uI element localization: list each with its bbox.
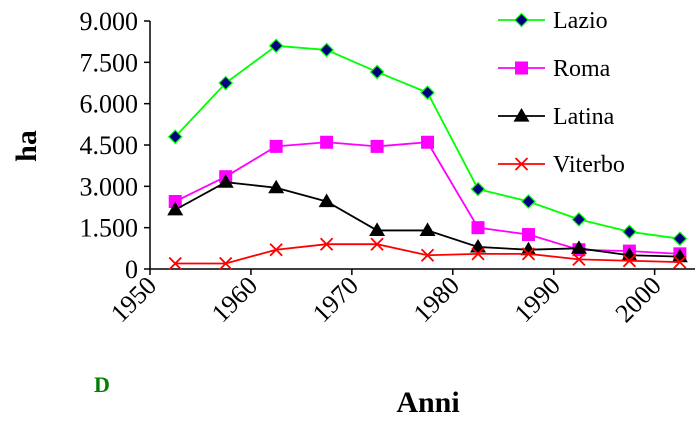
x-marker-stroke xyxy=(471,247,485,261)
data-point-lazio xyxy=(571,212,587,227)
legend-label-lazio: Lazio xyxy=(553,8,608,34)
data-point-lazio xyxy=(420,85,435,100)
data-point-viterbo xyxy=(370,237,384,251)
data-point-viterbo xyxy=(168,256,182,271)
legend-label-latina: Latina xyxy=(553,104,615,130)
legend-marker-latina xyxy=(513,108,530,122)
legend-item-lazio: Lazio xyxy=(498,8,608,34)
data-point-lazio xyxy=(369,64,385,80)
series-line-viterbo xyxy=(175,243,680,265)
x-marker-stroke xyxy=(521,247,536,261)
panel-label: D xyxy=(94,372,110,397)
legend-item-roma: Roma xyxy=(498,56,611,82)
series-layer xyxy=(167,38,688,271)
y-tick-label: 1.500 xyxy=(80,214,139,243)
x-marker-stroke xyxy=(219,256,233,271)
x-marker-stroke xyxy=(420,248,435,262)
data-point-latina xyxy=(318,193,335,208)
y-axis-ticks: 0 1.500 3.000 4.500 6.000 7.500 9.000 xyxy=(80,7,150,284)
data-point-roma xyxy=(421,135,435,149)
x-tick-label: 1950 xyxy=(105,271,162,328)
legend-marker-roma xyxy=(515,61,528,75)
data-point-lazio xyxy=(622,224,637,240)
series-lazio xyxy=(167,38,688,247)
x-tick-label: 1970 xyxy=(307,271,364,328)
series-viterbo xyxy=(168,237,687,271)
x-marker-stroke xyxy=(673,255,687,269)
data-point-roma xyxy=(168,194,182,208)
data-point-roma xyxy=(521,228,535,242)
data-point-viterbo xyxy=(572,252,586,266)
x-tick-label: 1980 xyxy=(408,271,465,328)
legend-marker-lazio xyxy=(514,12,529,28)
data-point-lazio xyxy=(521,194,536,209)
data-point-viterbo xyxy=(269,243,283,257)
y-tick-label: 7.500 xyxy=(80,48,139,77)
data-point-latina xyxy=(217,174,234,188)
legend-item-viterbo: Viterbo xyxy=(498,152,625,178)
data-point-viterbo xyxy=(420,248,435,262)
data-point-viterbo xyxy=(622,254,637,268)
y-tick-label: 4.500 xyxy=(80,131,139,160)
data-point-roma xyxy=(269,139,283,153)
data-point-latina xyxy=(419,222,436,237)
y-axis-title: ha xyxy=(10,130,43,162)
x-marker-stroke xyxy=(572,252,586,266)
x-marker-stroke xyxy=(168,256,182,271)
data-point-latina xyxy=(167,201,184,216)
legend-label-viterbo: Viterbo xyxy=(553,152,625,178)
x-marker-stroke xyxy=(370,237,384,251)
data-point-lazio xyxy=(268,38,284,54)
y-tick-label: 0 xyxy=(125,255,138,284)
data-point-lazio xyxy=(319,42,334,58)
data-point-viterbo xyxy=(521,247,536,261)
series-latina xyxy=(167,174,688,263)
legend-item-latina: Latina xyxy=(498,104,615,130)
data-point-latina xyxy=(268,179,285,194)
data-point-roma xyxy=(320,135,334,149)
data-point-viterbo xyxy=(219,256,233,271)
x-marker-stroke xyxy=(269,243,283,257)
data-point-roma xyxy=(370,139,384,153)
x-axis-title: Anni xyxy=(396,386,459,419)
x-marker-stroke xyxy=(319,237,334,251)
x-axis-ticks: 1950 1960 1970 1980 1990 2000 xyxy=(105,269,667,328)
x-tick-label: 2000 xyxy=(610,271,667,328)
data-point-lazio xyxy=(167,129,183,145)
data-point-lazio xyxy=(470,181,486,197)
legend: Lazio Roma Latina Viterbo xyxy=(498,8,625,178)
x-tick-label: 1960 xyxy=(206,271,263,328)
x-marker-stroke xyxy=(622,254,637,268)
x-tick-label: 1990 xyxy=(509,271,566,328)
data-point-viterbo xyxy=(673,255,687,269)
x-marker-stroke xyxy=(514,157,529,171)
data-point-viterbo xyxy=(471,247,485,261)
series-line-latina xyxy=(174,181,680,258)
data-point-lazio xyxy=(672,231,688,247)
legend-marker-viterbo xyxy=(514,157,529,171)
data-point-latina xyxy=(369,222,386,237)
data-point-latina xyxy=(570,240,587,254)
y-tick-label: 6.000 xyxy=(80,90,139,119)
data-point-latina xyxy=(520,241,537,256)
y-tick-label: 3.000 xyxy=(80,172,139,201)
data-point-roma xyxy=(471,221,485,235)
data-point-viterbo xyxy=(319,237,334,251)
legend-label-roma: Roma xyxy=(553,56,611,82)
data-point-lazio xyxy=(218,75,234,91)
y-tick-label: 9.000 xyxy=(80,7,139,36)
